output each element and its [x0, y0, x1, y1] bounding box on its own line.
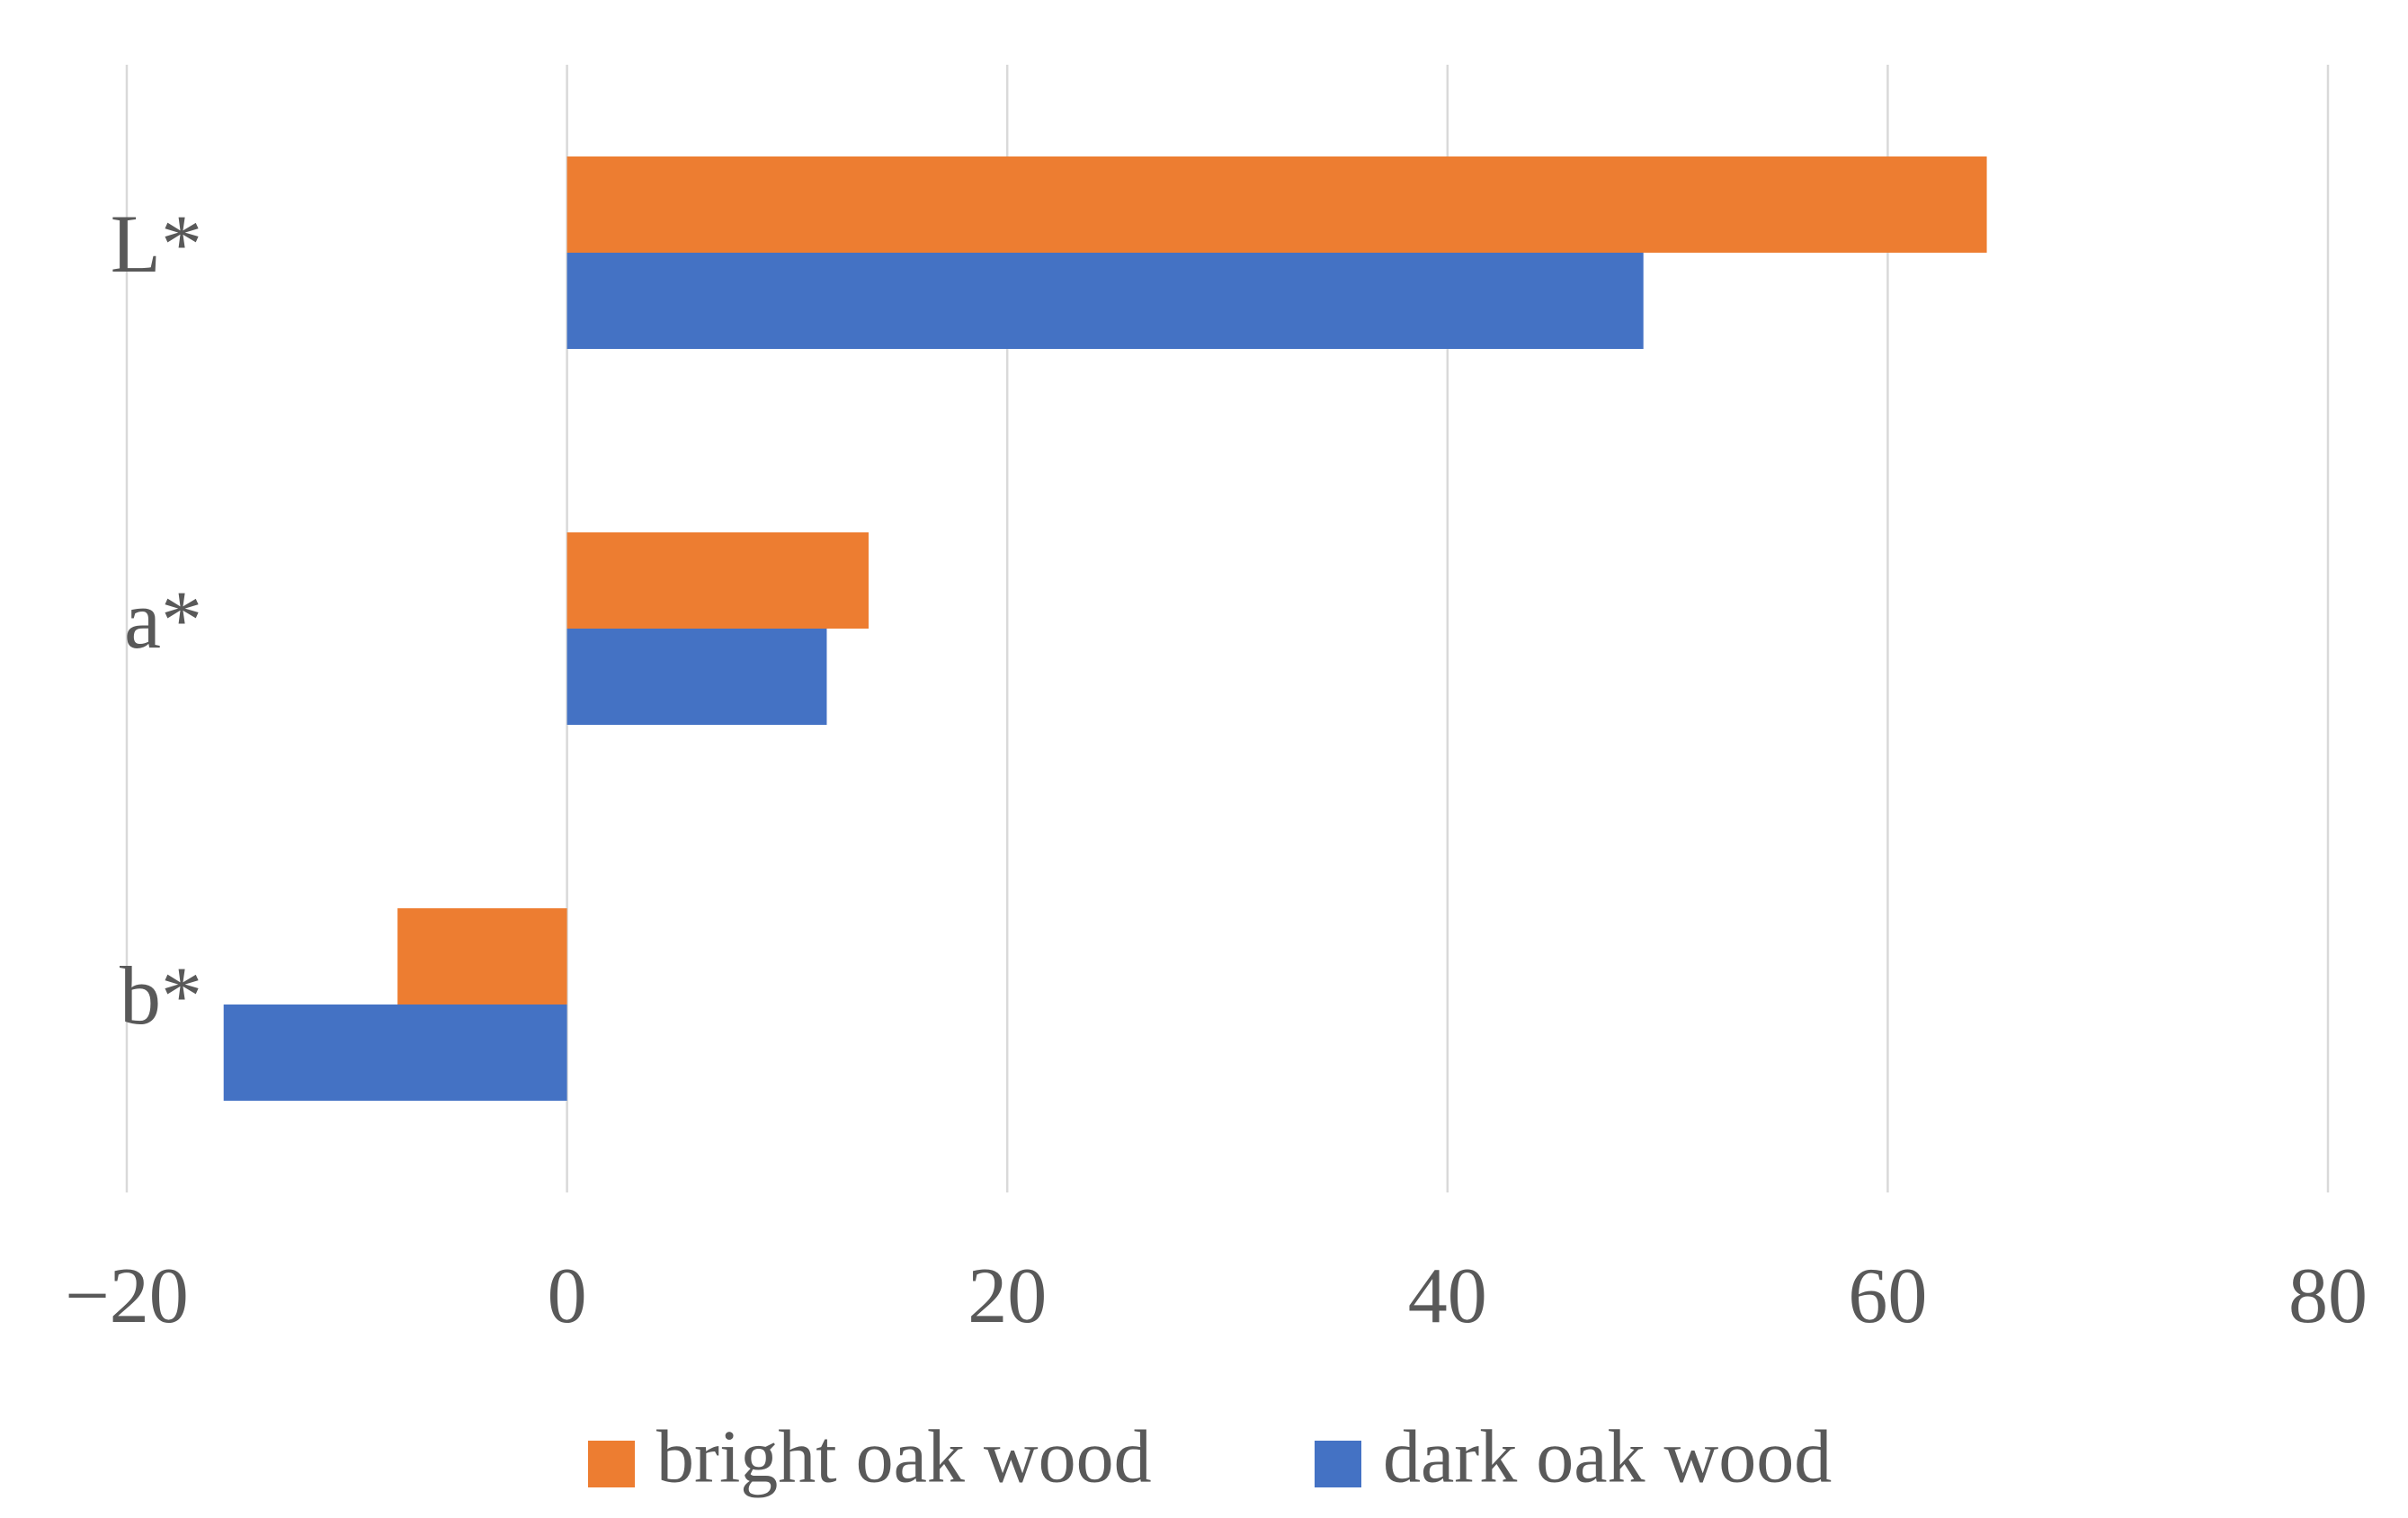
y-tick-label: L* — [111, 198, 202, 290]
x-tick-label: 80 — [2288, 1253, 2368, 1340]
bar — [566, 253, 1644, 349]
x-tick-label: 0 — [548, 1253, 587, 1340]
x-tick-label: 60 — [1848, 1253, 1927, 1340]
legend-swatch — [1315, 1441, 1361, 1487]
x-tick-label: 20 — [968, 1253, 1047, 1340]
bar — [223, 1005, 567, 1101]
x-tick-label: −20 — [65, 1253, 189, 1340]
y-tick-label: a* — [124, 574, 202, 665]
legend-swatch — [588, 1441, 635, 1487]
bar — [397, 908, 567, 1005]
bar — [566, 156, 1987, 253]
x-tick-label: 40 — [1408, 1253, 1487, 1340]
legend-label: dark oak wood — [1383, 1415, 1832, 1498]
bar — [566, 532, 869, 629]
bar — [566, 629, 827, 725]
y-tick-label: b* — [120, 950, 202, 1041]
legend-label: bright oak wood — [656, 1415, 1152, 1498]
